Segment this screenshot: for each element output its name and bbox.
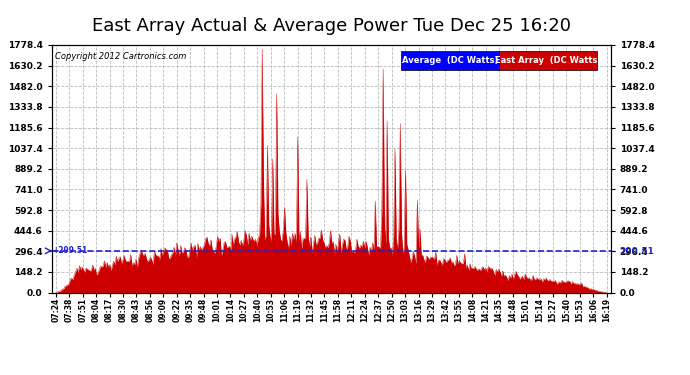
Text: Copyright 2012 Cartronics.com: Copyright 2012 Cartronics.com bbox=[55, 53, 186, 62]
FancyBboxPatch shape bbox=[401, 51, 499, 70]
FancyBboxPatch shape bbox=[499, 51, 597, 70]
Text: East Array Actual & Average Power Tue Dec 25 16:20: East Array Actual & Average Power Tue De… bbox=[92, 17, 571, 35]
Text: +299.51: +299.51 bbox=[52, 246, 87, 255]
Text: Average  (DC Watts): Average (DC Watts) bbox=[402, 56, 498, 65]
Text: East Array  (DC Watts): East Array (DC Watts) bbox=[495, 56, 601, 65]
